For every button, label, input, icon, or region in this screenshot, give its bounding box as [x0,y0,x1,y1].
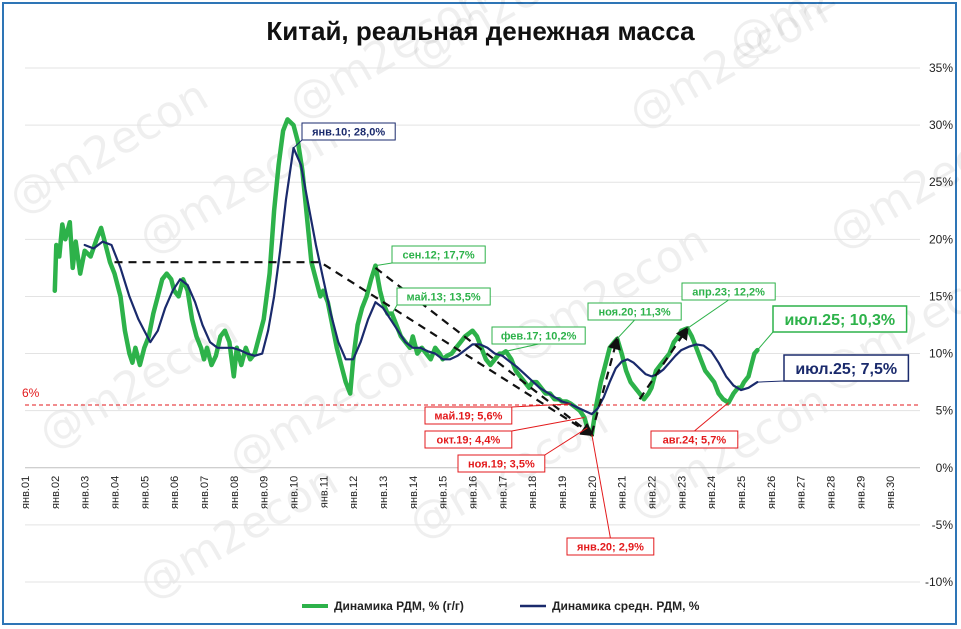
x-tick-label: янв.19 [557,476,569,509]
annotation-label: сен.12; 17,7% [403,249,475,261]
x-tick-label: янв.29 [855,476,867,509]
x-tick-label: янв.04 [110,476,122,509]
y-tick-label: 10% [929,347,953,361]
y-axis-ticks: 35% 30% 25% 20% 15% 10% 5% 0% -5% -10% [925,61,953,589]
x-tick-label: янв.10 [289,476,301,509]
x-tick-label: янв.07 [199,476,211,509]
x-tick-label: янв.25 [736,476,748,509]
annotation-label: май.19; 5,6% [434,410,502,422]
y-tick-label: 35% [929,61,953,75]
x-tick-label: янв.17 [497,476,509,509]
y-tick-label: 0% [936,461,954,475]
y-tick-label: -5% [932,518,954,532]
chart-title: Китай, реальная денежная масса [266,16,695,46]
annotation-label: ноя.20; 11,3% [598,306,670,318]
annotation-leader [757,380,785,383]
annotation-box [457,454,546,473]
annotation-leader [505,343,539,352]
annotation-box [566,537,655,556]
x-tick-label: янв.24 [706,476,718,509]
annotation-label: окт.19; 4,4% [437,434,501,446]
legend-label: Динамика РДМ, % (г/г) [334,599,464,613]
x-tick-label: янв.23 [676,476,688,509]
x-tick-label: янв.18 [527,476,539,509]
series-line-avg-rdm [83,146,759,416]
annotation-leader [375,262,393,267]
annotation-leader [616,319,635,340]
annotation-label: авг.24; 5,7% [663,434,727,446]
watermark-text: @m2econ [720,0,937,70]
legend: Динамика РДМ, % (г/г) Динамика средн. РДМ… [302,599,700,613]
annotation-leader [544,427,588,456]
trend-arrow [114,261,595,437]
annotation-box [424,406,513,425]
y-tick-label: 15% [929,289,953,303]
annotation-box [587,302,682,321]
reference-line: 6% [22,386,920,406]
annotation-box [396,287,491,306]
x-tick-label: янв.03 [80,476,92,509]
trend-arrow [590,336,621,434]
x-tick-label: янв.16 [468,476,480,509]
y-tick-label: -10% [925,575,953,589]
x-tick-label: янв.30 [885,476,897,509]
x-tick-label: янв.22 [647,476,659,509]
y-tick-label: 20% [929,232,953,246]
x-axis-ticks: янв.01 янв.02 янв.03 янв.04 янв.05 янв.06 янв.… [20,476,897,509]
x-tick-label: янв.02 [50,476,62,509]
x-tick-label: янв.14 [408,476,420,509]
reference-line-label: 6% [22,386,40,400]
annotation-label: июл.25; 10,3% [784,312,895,329]
annotation-leader [391,304,398,314]
trend-arrow [638,326,689,400]
x-tick-label: янв.15 [438,476,450,509]
x-tick-label: янв.28 [826,476,838,509]
annotation-box [391,245,486,264]
annotation-leader [687,299,729,329]
annotation-leader [591,434,611,539]
annotation-box [650,430,739,449]
x-tick-label: янв.01 [20,476,32,509]
watermark-text: @m2econ [30,305,247,460]
annotation-box [681,282,776,301]
annotation-label: фев.17; 10,2% [501,330,577,342]
y-tick-label: 25% [929,175,953,189]
annotation-label: июл.25; 7,5% [795,361,897,378]
x-tick-label: янв.09 [259,476,271,509]
x-tick-label: янв.08 [229,476,241,509]
annotation-box [424,430,513,449]
x-tick-label: янв.12 [348,476,360,509]
annotation-leader [293,139,303,149]
x-tick-label: янв.20 [587,476,599,509]
annotation-leader [757,331,774,351]
x-tick-label: янв.26 [766,476,778,509]
y-tick-label: 5% [936,404,954,418]
annotation-leader [511,403,571,408]
x-tick-label: янв.11 [318,476,330,508]
y-tick-label: 30% [929,118,953,132]
annotations: янв.10; 28,0% сен.12; 17,7% май.13; 13,5% ф… [293,122,910,556]
x-tick-label: янв.05 [139,476,151,509]
annotation-label: янв.10; 28,0% [312,126,385,138]
annotation-label: янв.20; 2,9% [577,541,644,553]
annotation-box [301,122,396,141]
x-tick-label: янв.21 [617,476,629,509]
x-tick-label: янв.06 [169,476,181,509]
annotation-box [491,326,586,345]
annotation-label: май.13; 13,5% [407,291,481,303]
annotation-label: апр.23; 12,2% [692,286,765,298]
annotation-box [783,354,910,382]
x-tick-label: янв.13 [378,476,390,509]
legend-label: Динамика средн. РДМ, % [552,599,700,613]
annotation-label: ноя.19; 3,5% [468,458,535,470]
annotation-box [772,305,908,333]
annotation-leader [511,417,585,432]
x-tick-label: янв.27 [796,476,808,509]
annotation-leader [694,402,729,432]
